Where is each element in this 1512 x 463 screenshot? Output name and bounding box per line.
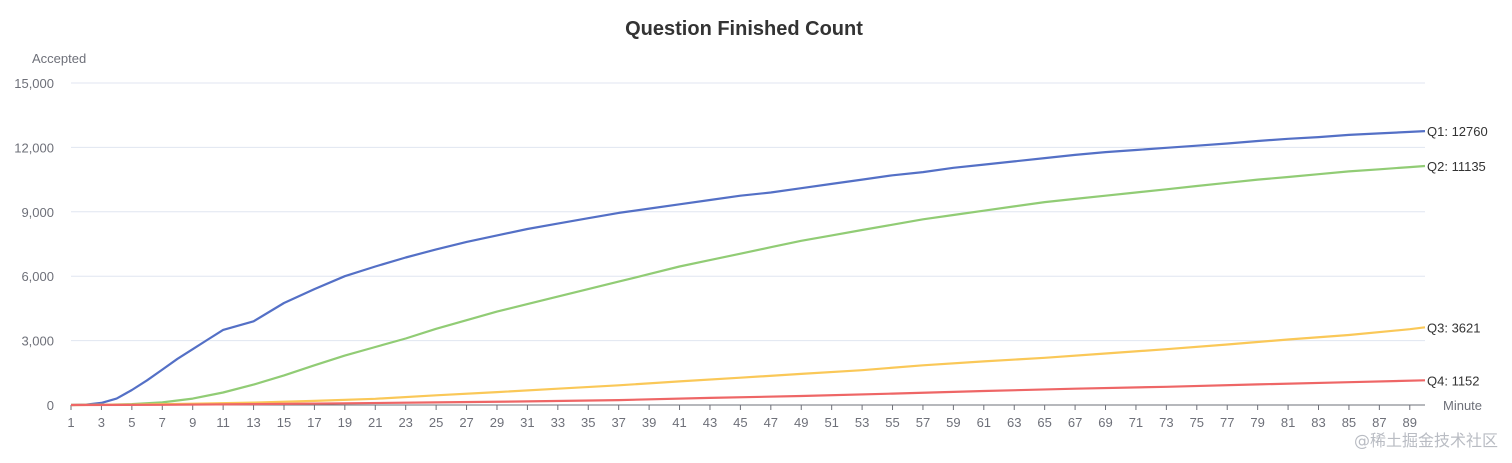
x-tick-label: 39 [642,415,656,430]
x-tick-label: 15 [277,415,291,430]
x-tick-label: 21 [368,415,382,430]
x-tick-label: 11 [216,415,230,430]
x-tick-label: 25 [429,415,443,430]
y-tick-label: 6,000 [21,269,54,284]
x-tick-label: 85 [1342,415,1356,430]
end-label-q3: Q3: 3621 [1427,320,1481,335]
x-tick-label: 9 [189,415,196,430]
x-tick-label: 57 [916,415,930,430]
x-tick-label: 89 [1403,415,1417,430]
x-tick-label: 37 [611,415,625,430]
y-tick-label: 15,000 [14,76,54,91]
x-tick-label: 43 [703,415,717,430]
x-tick-label: 13 [246,415,260,430]
y-tick-label: 0 [47,398,54,413]
x-tick-label: 29 [490,415,504,430]
y-tick-label: 3,000 [21,334,54,349]
x-tick-label: 7 [159,415,166,430]
x-tick-label: 1 [67,415,74,430]
x-tick-label: 23 [398,415,412,430]
series-line-q3 [70,326,1426,407]
x-tick-label: 41 [672,415,686,430]
end-label-q2: Q2: 11135 [1427,159,1486,174]
x-tick-label: 71 [1129,415,1143,430]
x-tick-label: 17 [307,415,321,430]
end-label-q4: Q4: 1152 [1427,373,1480,388]
end-label-q1: Q1: 12760 [1427,124,1488,139]
x-tick-label: 35 [581,415,595,430]
x-tick-label: 49 [794,415,808,430]
x-tick-label: 79 [1250,415,1264,430]
x-axis-label: Minute [1443,398,1482,413]
x-tick-label: 45 [733,415,747,430]
x-tick-label: 81 [1281,415,1295,430]
x-tick-label: 19 [338,415,352,430]
x-tick-label: 47 [764,415,778,430]
y-tick-label: 9,000 [21,205,54,220]
y-axis-label: Accepted [32,51,86,66]
x-tick-label: 53 [855,415,869,430]
x-tick-label: 73 [1159,415,1173,430]
x-tick-label: 65 [1037,415,1051,430]
x-tick-label: 87 [1372,415,1386,430]
series-line-q2 [70,164,1426,407]
x-tick-label: 83 [1311,415,1325,430]
x-tick-label: 69 [1098,415,1112,430]
x-tick-label: 27 [459,415,473,430]
x-tick-label: 55 [885,415,899,430]
watermark: @稀土掘金技术社区 [1353,431,1498,450]
x-tick-label: 33 [551,415,565,430]
series-line-q1 [70,130,1426,407]
x-tick-label: 75 [1190,415,1204,430]
x-tick-label: 31 [520,415,534,430]
x-tick-label: 5 [128,415,135,430]
y-tick-label: 12,000 [14,140,54,155]
x-tick-label: 63 [1007,415,1021,430]
x-tick-label: 59 [946,415,960,430]
x-tick-label: 61 [977,415,991,430]
x-tick-label: 67 [1068,415,1082,430]
chart-title: Question Finished Count [625,18,863,40]
x-tick-label: 51 [824,415,838,430]
x-tick-label: 3 [98,415,105,430]
x-tick-label: 77 [1220,415,1234,430]
series-line-q4 [70,379,1426,407]
